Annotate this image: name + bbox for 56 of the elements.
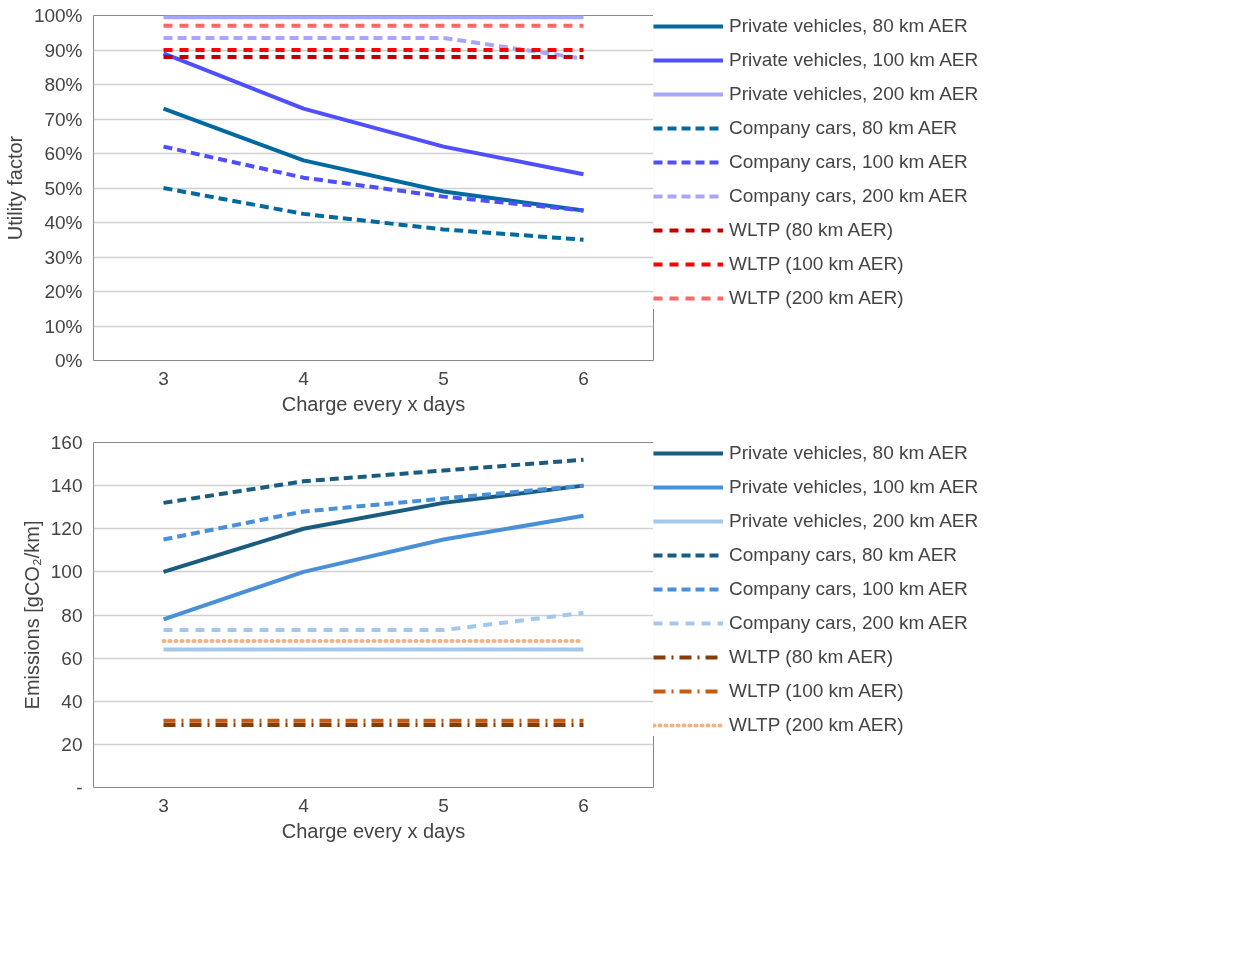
line-series xyxy=(161,513,586,622)
y-tick-label: 0% xyxy=(55,350,83,371)
x-tick-label: 3 xyxy=(158,367,169,389)
y-tick-label: 20 xyxy=(61,733,83,755)
legend-label: WLTP (80 km AER) xyxy=(729,646,893,668)
legend-label: Private vehicles, 100 km AER xyxy=(729,476,979,498)
legend-label: WLTP (100 km AER) xyxy=(729,680,904,702)
legend-label: Company cars, 200 km AER xyxy=(729,612,968,634)
legend-label: Private vehicles, 200 km AER xyxy=(729,510,979,532)
x-tick-label: 4 xyxy=(298,794,310,816)
legend-label: WLTP (100 km AER) xyxy=(729,253,904,275)
legend-label: Company cars, 100 km AER xyxy=(729,151,968,173)
legend-label: WLTP (80 km AER) xyxy=(729,219,893,241)
y-tick-label: 30% xyxy=(44,246,83,268)
x-tick-label: 6 xyxy=(578,367,589,389)
y-tick-label: 100 xyxy=(50,561,83,583)
y-tick-label: 80% xyxy=(44,74,83,95)
y-tick-label: 10% xyxy=(44,315,83,337)
x-tick-label: 3 xyxy=(158,794,169,816)
y-tick-label: 70% xyxy=(44,108,83,130)
line-series xyxy=(161,144,586,213)
line-series xyxy=(161,483,586,542)
legend-label: Private vehicles, 80 km AER xyxy=(729,442,968,464)
y-tick-label: 20% xyxy=(44,281,83,302)
y-tick-label: 90% xyxy=(44,39,83,61)
x-tick-label: 6 xyxy=(578,794,589,816)
x-tick-label: 4 xyxy=(298,367,310,389)
y-axis-title: Emissions [gCO₂/km] xyxy=(20,520,43,710)
legend-label: Company cars, 200 km AER xyxy=(729,185,968,207)
y-tick-label: 40 xyxy=(61,690,83,712)
y-axis-title: Utility factor xyxy=(3,135,26,241)
y-tick-label: 160 xyxy=(50,432,83,453)
y-tick-label: 60 xyxy=(61,647,83,669)
legend-label: WLTP (200 km AER) xyxy=(729,714,904,736)
y-tick-label: - xyxy=(76,777,83,798)
legend-label: Company cars, 80 km AER xyxy=(729,117,958,139)
legend-label: Company cars, 100 km AER xyxy=(729,578,968,600)
x-axis-title: Charge every x days xyxy=(281,392,466,415)
line-series xyxy=(161,457,586,505)
line-series xyxy=(161,51,586,177)
legend-label: WLTP (200 km AER) xyxy=(729,287,904,309)
line-series xyxy=(161,186,586,242)
legend-label: Company cars, 80 km AER xyxy=(729,544,958,566)
legend-label: Private vehicles, 80 km AER xyxy=(729,15,968,37)
y-tick-label: 80 xyxy=(61,604,83,626)
y-tick-label: 50% xyxy=(44,177,83,199)
y-tick-label: 40% xyxy=(44,212,83,233)
legend-label: Private vehicles, 100 km AER xyxy=(729,49,979,71)
legend-label: Private vehicles, 200 km AER xyxy=(729,83,979,105)
y-tick-label: 140 xyxy=(50,475,83,497)
y-tick-label: 60% xyxy=(44,143,83,164)
y-tick-label: 120 xyxy=(50,518,83,540)
x-axis-title: Charge every x days xyxy=(281,819,466,842)
y-tick-label: 100% xyxy=(33,5,83,26)
x-tick-label: 5 xyxy=(438,367,449,389)
x-tick-label: 5 xyxy=(438,794,449,816)
